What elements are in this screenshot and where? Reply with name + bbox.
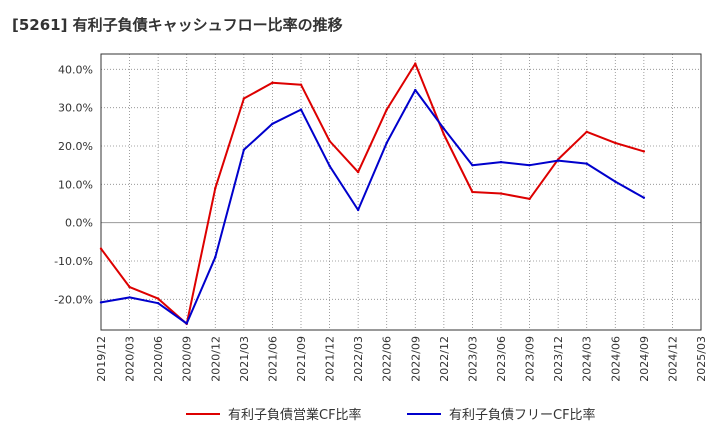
x-tick-label: 2022/03 xyxy=(352,336,365,382)
data-point xyxy=(128,285,131,289)
data-point xyxy=(385,108,388,111)
data-point xyxy=(128,296,131,299)
data-point xyxy=(356,170,360,174)
data-point xyxy=(356,208,360,212)
data-point xyxy=(528,163,531,167)
data-point xyxy=(642,150,646,153)
legend-label: 有利子負債フリーCF比率 xyxy=(449,407,596,423)
data-point xyxy=(385,141,388,145)
axes xyxy=(100,53,702,331)
data-point xyxy=(185,322,188,325)
x-tick-labels: 2019/12 2020/03 2020/06 2020/09 2020/12 2021/… xyxy=(95,336,708,382)
y-tick-labels: -20.0% -10.0% 0.0% 10.0% 20.0% 30.0% 40.0% xyxy=(54,63,93,306)
y-tick-label: 0.0% xyxy=(65,217,93,230)
y-tick-label: 10.0% xyxy=(58,178,93,191)
data-point xyxy=(214,255,217,259)
data-point xyxy=(271,81,274,84)
data-point xyxy=(99,247,103,250)
data-point xyxy=(499,192,503,195)
data-point xyxy=(614,180,617,183)
x-tick-label: 2020/09 xyxy=(181,336,194,382)
data-point xyxy=(242,97,246,100)
y-tick-label: 20.0% xyxy=(58,140,93,153)
x-tick-label: 2020/03 xyxy=(124,336,137,382)
x-tick-label: 2024/12 xyxy=(666,336,679,382)
x-tick-label: 2023/06 xyxy=(495,336,508,382)
data-point xyxy=(271,122,274,125)
y-tick-label: 40.0% xyxy=(58,63,93,76)
data-point xyxy=(299,108,303,111)
series-lines xyxy=(99,62,646,326)
data-point xyxy=(242,148,246,152)
data-point xyxy=(156,301,160,305)
data-point xyxy=(499,160,503,164)
data-point xyxy=(614,141,617,145)
y-tick-label: -20.0% xyxy=(54,293,93,306)
data-point xyxy=(585,130,588,134)
legend-label: 有利子負債営業CF比率 xyxy=(228,407,362,423)
x-tick-label: 2023/12 xyxy=(552,336,565,382)
data-point xyxy=(328,139,331,143)
data-point xyxy=(556,159,560,162)
series-line-2 xyxy=(100,89,645,325)
x-tick-label: 2021/09 xyxy=(295,336,308,382)
x-tick-label: 2024/09 xyxy=(638,336,651,382)
x-tick-label: 2021/03 xyxy=(238,336,251,382)
plot-frame xyxy=(100,53,702,331)
y-tick-label: 30.0% xyxy=(58,102,93,115)
x-tick-label: 2020/12 xyxy=(209,336,222,382)
series-line-1 xyxy=(100,62,645,325)
x-tick-label: 2020/06 xyxy=(152,336,165,382)
x-tick-label: 2024/03 xyxy=(581,336,594,382)
x-tick-label: 2022/12 xyxy=(438,336,451,382)
x-tick-label: 2023/09 xyxy=(524,336,537,382)
data-point xyxy=(528,197,531,201)
data-point xyxy=(471,190,474,194)
x-tick-label: 2022/06 xyxy=(381,336,394,382)
x-tick-label: 2019/12 xyxy=(95,336,108,382)
data-point xyxy=(156,297,160,300)
data-point xyxy=(328,164,331,168)
data-point xyxy=(414,62,417,65)
legend: 有利子負債営業CF比率 有利子負債フリーCF比率 xyxy=(186,407,596,423)
data-point xyxy=(442,133,446,136)
data-point xyxy=(414,88,417,92)
data-point xyxy=(471,163,474,167)
data-point xyxy=(99,301,103,304)
grid-lines xyxy=(101,54,701,330)
data-point xyxy=(214,186,217,190)
y-tick-label: -10.0% xyxy=(54,255,93,268)
x-tick-label: 2022/09 xyxy=(409,336,422,382)
data-point xyxy=(299,83,303,86)
x-tick-label: 2023/03 xyxy=(466,336,479,382)
x-tick-label: 2021/06 xyxy=(266,336,279,382)
x-tick-label: 2021/12 xyxy=(324,336,337,382)
x-tick-label: 2025/03 xyxy=(695,336,708,382)
data-point xyxy=(585,162,588,165)
data-point xyxy=(642,196,646,199)
data-point xyxy=(442,127,446,130)
x-tick-label: 2024/06 xyxy=(609,336,622,382)
chart-title: [5261] 有利子負債キャッシュフロー比率の推移 xyxy=(12,16,343,34)
